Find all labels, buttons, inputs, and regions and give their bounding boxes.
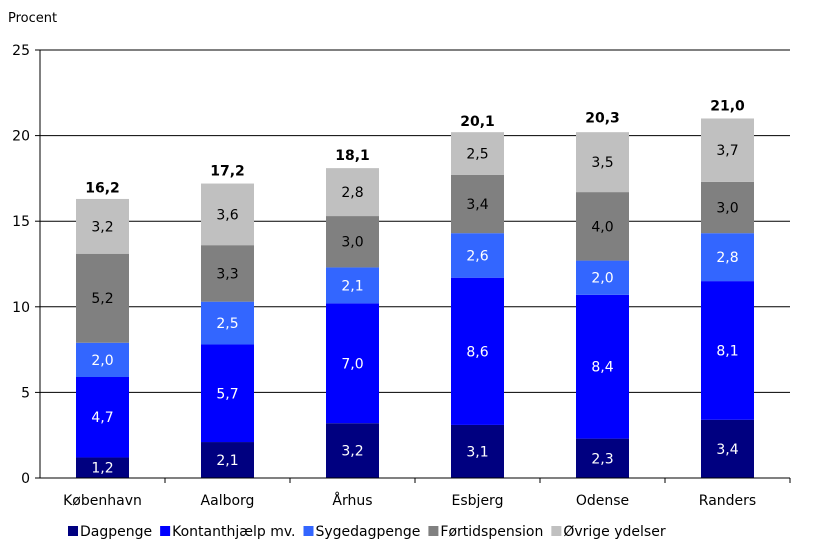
bar-segment-øvrige-ydelser	[576, 132, 629, 193]
gridlines	[40, 49, 790, 393]
data-label: 3,2	[91, 219, 113, 235]
data-label: 2,5	[216, 316, 238, 332]
bar-segment-dagpenge	[451, 424, 504, 478]
y-axis-unit-label: Procent	[8, 11, 57, 26]
data-label: 8,6	[466, 344, 488, 360]
data-label: 4,7	[91, 410, 113, 426]
data-label: 3,3	[216, 266, 238, 282]
y-tick-label: 15	[12, 214, 30, 230]
data-label: 5,2	[91, 291, 113, 307]
bar-segment-kontanthjælp-mv	[701, 281, 754, 420]
bar-segment-kontanthjælp-mv	[576, 294, 629, 439]
x-tick-label: København	[63, 493, 142, 509]
bar-segment-kontanthjælp-mv	[451, 277, 504, 425]
total-label: 21,0	[710, 98, 745, 114]
bar-segment-dagpenge	[76, 457, 129, 478]
bar-segment-førtidspension	[576, 192, 629, 261]
legend-swatch-sygedagpenge	[303, 526, 314, 536]
axes: 0 5 10 15 20 25 København Aalborg Århus Esbjerg Od…	[12, 43, 791, 509]
data-label: 3,2	[341, 444, 363, 460]
bar-segment-førtidspension	[201, 245, 254, 302]
bar-segment-sygedagpenge	[201, 301, 254, 345]
bar-segment-sygedagpenge	[451, 233, 504, 278]
bar-segment-førtidspension	[326, 216, 379, 268]
data-label: 8,1	[716, 343, 738, 359]
legend-swatch-førtidspension	[428, 526, 439, 536]
y-tick-label: 20	[12, 129, 30, 145]
x-tick-label: Århus	[332, 492, 372, 509]
data-label: 8,4	[591, 360, 613, 376]
x-tick-label: Odense	[576, 493, 629, 509]
legend-swatch-kontanthjælp-mv	[160, 526, 171, 536]
x-tick-label: Esbjerg	[452, 493, 504, 509]
data-label: 2,1	[216, 453, 238, 469]
total-label: 17,2	[210, 164, 245, 180]
data-label: 3,4	[716, 442, 738, 458]
bar-segment-kontanthjælp-mv	[76, 376, 129, 458]
data-label: 3,0	[716, 201, 738, 217]
bar-segment-øvrige-ydelser	[701, 118, 754, 182]
bar-segment-sygedagpenge	[76, 342, 129, 377]
data-label: 3,6	[216, 207, 238, 223]
bar-segment-førtidspension	[451, 174, 504, 234]
x-tick-label: Aalborg	[201, 493, 255, 509]
bar-segment-kontanthjælp-mv	[326, 303, 379, 424]
bar-segment-kontanthjælp-mv	[201, 344, 254, 443]
bar-segment-dagpenge	[701, 419, 754, 478]
y-tick-label: 5	[21, 385, 30, 401]
legend-label: Kontanthjælp mv.	[172, 524, 295, 540]
bar-segment-førtidspension	[76, 253, 129, 343]
data-label: 2,8	[716, 250, 738, 266]
bar-segment-dagpenge	[201, 442, 254, 478]
y-tick-label: 0	[21, 471, 30, 487]
legend-label: Sygedagpenge	[316, 524, 421, 540]
data-label: 2,6	[466, 248, 488, 264]
y-tick-label: 10	[12, 300, 30, 316]
data-label: 2,1	[341, 278, 363, 294]
data-label: 2,3	[591, 451, 613, 467]
data-label: 2,0	[591, 271, 613, 287]
bar-segment-førtidspension	[701, 181, 754, 234]
legend-label: Dagpenge	[80, 524, 152, 540]
x-tick-label: Randers	[699, 493, 756, 509]
total-label: 20,1	[460, 114, 495, 130]
bar-segment-dagpenge	[326, 423, 379, 478]
bar-segment-øvrige-ydelser	[201, 183, 254, 246]
legend-swatch-dagpenge	[68, 526, 78, 536]
bar-segment-øvrige-ydelser	[76, 198, 129, 254]
bar-segment-sygedagpenge	[701, 233, 754, 282]
data-label: 3,5	[591, 155, 613, 171]
legend-label: Øvrige ydelser	[563, 524, 665, 540]
data-label: 2,8	[341, 185, 363, 201]
bar-segment-sygedagpenge	[576, 260, 629, 295]
legend-label: Førtidspension	[440, 524, 543, 540]
data-label: 3,1	[466, 444, 488, 460]
total-label: 16,2	[85, 181, 120, 197]
bar-segment-dagpenge	[576, 438, 629, 478]
legend: Dagpenge Kontanthjælp mv. Sygedagpenge Ført…	[68, 524, 666, 540]
data-label: 3,0	[341, 235, 363, 251]
data-label: 4,0	[591, 219, 613, 235]
bar-segment-øvrige-ydelser	[326, 168, 379, 217]
data-label: 2,5	[466, 147, 488, 163]
data-label: 7,0	[341, 356, 363, 372]
bars: 1,2 4,7 2,0 5,2 3,2 16,2 2,1 5,7 2,5 3,3 3,6 17,2 3,…	[76, 98, 754, 478]
data-label: 3,7	[716, 143, 738, 159]
y-tick-label: 25	[12, 43, 30, 59]
bar-segment-sygedagpenge	[326, 267, 379, 304]
total-label: 20,3	[585, 110, 620, 126]
bar-segment-øvrige-ydelser	[451, 132, 504, 175]
data-label: 2,0	[91, 353, 113, 369]
data-label: 5,7	[216, 386, 238, 402]
legend-swatch-øvrige-ydelser	[551, 526, 562, 536]
data-label: 1,2	[91, 461, 113, 477]
total-label: 18,1	[335, 148, 370, 164]
data-label: 3,4	[466, 197, 488, 213]
